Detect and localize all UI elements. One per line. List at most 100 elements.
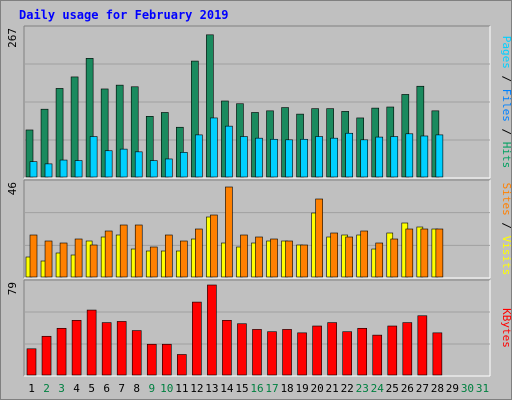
bar-hits-files-day-14 [225, 125, 233, 178]
bar-visits-sites-day-2 [44, 240, 53, 278]
bar-visits-sites-day-11 [180, 240, 188, 278]
x-tick-label: 10 [160, 382, 173, 395]
legend-part: Files [500, 89, 512, 122]
bar-kbytes-kbytes-day-8 [131, 330, 142, 376]
x-tick-label: 18 [280, 382, 293, 395]
bar-visits-sites-day-26 [405, 228, 414, 278]
bar-visits-sites-day-15 [240, 234, 248, 278]
x-tick-label: 4 [73, 382, 80, 395]
x-tick-label: 13 [205, 382, 218, 395]
x-tick-label: 19 [295, 382, 308, 395]
x-tick-label: 26 [401, 382, 414, 395]
bar-hits-hits-day-3 [55, 88, 64, 178]
bar-kbytes-kbytes-day-15 [237, 323, 247, 376]
x-tick-label: 23 [356, 382, 369, 395]
bar-visits-sites-day-3 [59, 242, 68, 278]
bar-hits-files-day-9 [149, 160, 158, 178]
bar-visits-sites-day-7 [119, 224, 128, 278]
bar-kbytes-kbytes-day-23 [357, 327, 368, 376]
bar-kbytes-kbytes-day-22 [342, 331, 352, 376]
bar-kbytes-kbytes-day-24 [372, 334, 383, 376]
bar-kbytes-kbytes-day-20 [312, 325, 322, 376]
bar-hits-files-day-18 [285, 139, 293, 178]
x-tick-label: 5 [88, 382, 95, 395]
x-tick-label: 2 [43, 382, 50, 395]
bar-hits-files-day-2 [44, 163, 53, 178]
legend-part: Hits [500, 142, 512, 169]
y-max-label: 79 [6, 282, 19, 295]
bar-hits-hits-day-12 [191, 60, 199, 178]
legend-part: / [500, 216, 512, 236]
bar-hits-files-day-7 [119, 148, 128, 178]
x-tick-label: 29 [446, 382, 459, 395]
bar-visits-sites-day-24 [375, 242, 384, 278]
chart-title: Daily usage for February 2019 [19, 8, 229, 22]
bar-visits-sites-day-4 [74, 238, 83, 278]
bar-hits-files-day-21 [330, 137, 338, 178]
bar-hits-files-day-4 [74, 160, 83, 178]
bar-kbytes-kbytes-day-10 [161, 343, 172, 376]
bar-hits-files-day-16 [255, 137, 263, 178]
bar-visits-sites-day-9 [149, 246, 158, 278]
bar-hits-files-day-25 [390, 136, 399, 178]
bar-visits-sites-day-6 [104, 230, 113, 278]
x-tick-label: 14 [220, 382, 234, 395]
x-tick-label: 21 [326, 382, 339, 395]
x-tick-label: 16 [250, 382, 263, 395]
bar-kbytes-kbytes-day-5 [86, 309, 97, 376]
bar-hits-files-day-22 [345, 132, 353, 178]
bar-kbytes-kbytes-day-6 [101, 322, 112, 376]
bar-kbytes-kbytes-day-19 [297, 332, 307, 376]
bar-visits-sites-day-19 [300, 244, 308, 278]
bar-visits-sites-day-25 [390, 238, 399, 278]
legend-part: Pages [500, 36, 512, 69]
bar-hits-hits-day-10 [160, 112, 169, 178]
x-tick-label: 15 [235, 382, 248, 395]
bar-kbytes-kbytes-day-25 [387, 325, 398, 376]
series-legend-label: Sites / Visits [500, 183, 512, 276]
x-tick-label: 27 [416, 382, 429, 395]
bar-visits-sites-day-5 [89, 244, 98, 278]
x-tick-label: 25 [386, 382, 399, 395]
bar-hits-files-day-12 [195, 134, 203, 178]
bar-kbytes-kbytes-day-16 [252, 329, 262, 376]
bar-kbytes-kbytes-day-13 [207, 284, 217, 376]
bar-hits-files-day-26 [405, 133, 414, 178]
x-tick-label: 12 [190, 382, 203, 395]
legend-part: KBytes [500, 308, 512, 348]
bar-hits-hits-day-5 [85, 58, 94, 178]
y-max-label: 267 [6, 28, 19, 48]
x-tick-label: 9 [148, 382, 155, 395]
bar-hits-files-day-20 [315, 136, 323, 178]
x-tick-label: 17 [265, 382, 278, 395]
bar-visits-sites-day-17 [270, 238, 278, 278]
bar-hits-hits-day-4 [70, 76, 79, 178]
legend-part: / [500, 122, 512, 142]
bar-kbytes-kbytes-day-17 [267, 331, 277, 376]
bar-hits-files-day-11 [180, 152, 188, 178]
x-tick-label: 8 [133, 382, 140, 395]
x-tick-label: 20 [311, 382, 324, 395]
bar-hits-files-day-1 [29, 161, 38, 178]
x-tick-label: 22 [341, 382, 354, 395]
bar-hits-hits-day-1 [25, 129, 34, 178]
bar-hits-files-day-17 [270, 138, 278, 178]
bar-hits-files-day-10 [164, 158, 173, 178]
bar-kbytes-kbytes-day-4 [71, 320, 82, 376]
bar-hits-hits-day-8 [130, 86, 139, 178]
bar-visits-sites-day-13 [210, 214, 218, 278]
x-tick-label: 31 [476, 382, 489, 395]
bar-hits-files-day-19 [300, 138, 308, 178]
bar-hits-files-day-15 [240, 136, 248, 178]
bar-visits-sites-day-1 [29, 234, 38, 278]
bar-hits-files-day-6 [104, 150, 113, 178]
bar-kbytes-kbytes-day-21 [327, 322, 337, 376]
bar-kbytes-kbytes-day-18 [282, 329, 292, 376]
bar-kbytes-kbytes-day-9 [146, 343, 157, 376]
bar-hits-hits-day-7 [115, 84, 124, 178]
bar-kbytes-kbytes-day-26 [402, 322, 413, 376]
x-tick-label: 24 [371, 382, 385, 395]
x-tick-label: 1 [28, 382, 35, 395]
bar-kbytes-kbytes-day-2 [41, 335, 52, 376]
